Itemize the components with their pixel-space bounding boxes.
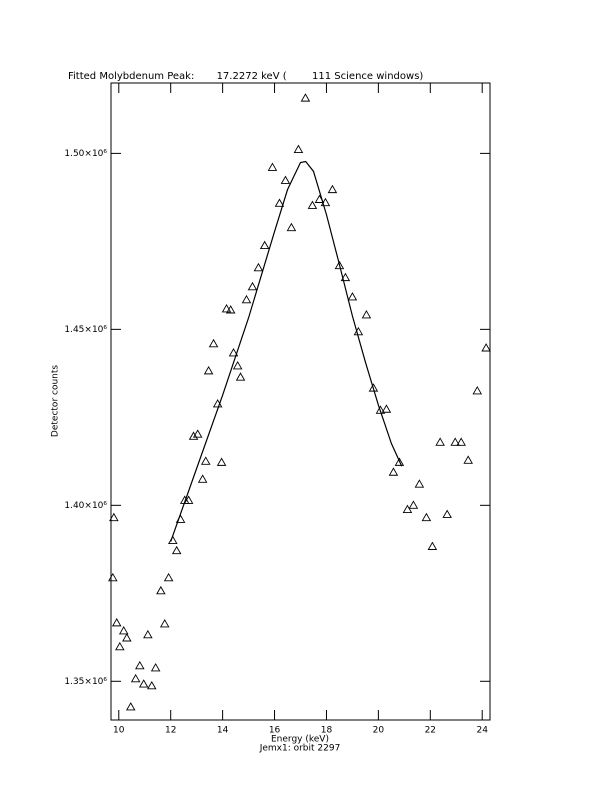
data-point (307, 200, 318, 209)
chart-title: Fitted Molybdenum Peak: 17.2272 keV ( 11… (68, 71, 423, 82)
data-point (280, 175, 291, 184)
x-tick-label: 20 (373, 726, 385, 736)
plot-frame (110, 82, 491, 721)
x-tick-label: 14 (217, 726, 229, 736)
fit-curve (170, 160, 403, 542)
data-point (340, 272, 351, 282)
data-point (159, 619, 170, 628)
data-point (115, 641, 125, 651)
x-tick-label: 10 (113, 726, 125, 736)
data-point (300, 93, 311, 102)
y-tick-label: 1.35×10⁶ (64, 677, 107, 687)
y-axis-label: Detector counts (51, 365, 61, 437)
data-point (188, 431, 199, 440)
x-tick-label: 18 (321, 726, 333, 736)
data-point (253, 262, 264, 272)
data-point (394, 457, 405, 466)
data-point (368, 383, 379, 392)
data-point (327, 184, 338, 194)
data-point (130, 673, 141, 683)
data-point (421, 512, 432, 522)
data-point (259, 240, 270, 250)
data-point (232, 361, 243, 370)
data-point (435, 437, 445, 446)
data-point (125, 702, 136, 711)
data-point (235, 372, 246, 381)
y-tick-label: 1.40×10⁶ (64, 501, 107, 511)
data-point (203, 365, 214, 375)
y-tick-label: 1.50×10⁶ (64, 149, 107, 159)
data-point (200, 456, 211, 465)
data-point (361, 310, 372, 319)
data-point (267, 162, 278, 171)
data-point (442, 509, 452, 518)
data-point (347, 292, 358, 301)
data-point (208, 338, 219, 348)
data-point (111, 617, 122, 627)
data-point (450, 437, 460, 446)
data-point (247, 281, 258, 291)
data-point (381, 404, 392, 413)
data-point (228, 348, 239, 357)
data-point (472, 386, 483, 395)
x-tick-label: 16 (269, 726, 281, 736)
data-point (122, 633, 132, 642)
data-point (388, 467, 399, 476)
data-point (183, 495, 194, 504)
y-tick-label: 1.45×10⁶ (64, 325, 107, 335)
data-point (320, 197, 331, 207)
data-point (108, 572, 118, 582)
data-point (427, 541, 438, 550)
data-point (286, 222, 297, 232)
data-point (118, 626, 129, 635)
data-point (168, 535, 178, 544)
data-point (135, 660, 145, 670)
data-point (225, 305, 236, 314)
data-point (456, 437, 466, 446)
data-point (334, 260, 345, 270)
data-point (109, 512, 119, 522)
data-point (241, 294, 252, 304)
data-point (192, 429, 203, 438)
data-point (481, 343, 491, 352)
data-point (402, 504, 413, 513)
data-point (146, 680, 157, 690)
data-point (274, 198, 285, 207)
data-point (408, 500, 419, 509)
data-point (463, 455, 473, 464)
data-point (375, 405, 386, 414)
data-point (216, 457, 227, 466)
subtitle: Jemx1: orbit 2297 (259, 744, 341, 754)
x-tick-label: 12 (165, 726, 176, 736)
data-point (150, 663, 161, 672)
data-point (171, 545, 182, 555)
x-axis-label: Energy (keV) (271, 735, 329, 745)
x-tick-label: 22 (425, 726, 436, 736)
data-point (414, 479, 425, 488)
data-point (197, 474, 208, 483)
data-point (138, 679, 149, 688)
data-point (221, 304, 232, 313)
data-point (156, 585, 166, 595)
data-point (143, 629, 153, 639)
data-point (163, 572, 174, 582)
x-tick-label: 24 (476, 726, 488, 736)
data-point (293, 144, 304, 153)
